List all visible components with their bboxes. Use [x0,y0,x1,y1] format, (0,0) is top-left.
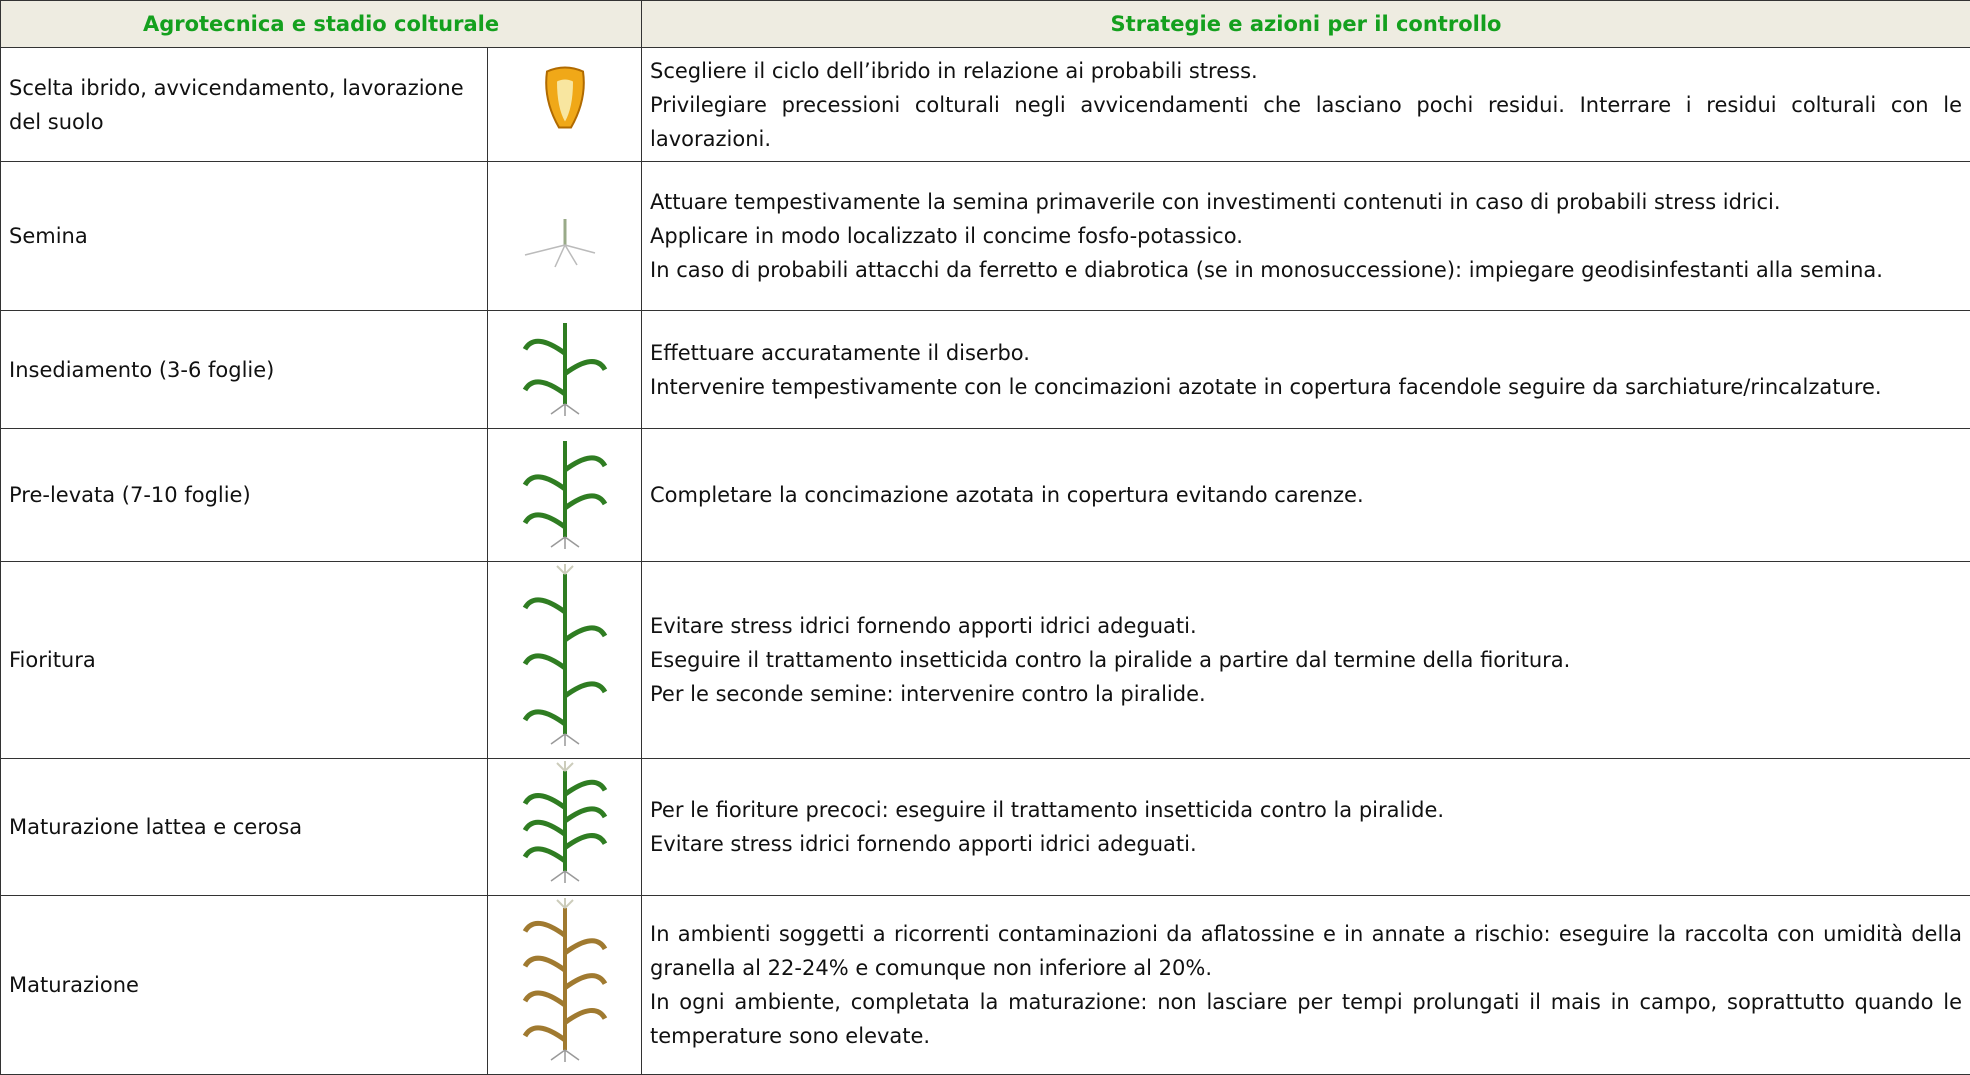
stage-cell: Insediamento (3-6 foglie) [1,311,488,429]
actions-cell: Completare la concimazione azotata in co… [642,429,1970,562]
action-text: Evitare stress idrici fornendo apporti i… [650,609,1962,643]
action-text: Privilegiare precessioni colturali negli… [650,88,1962,156]
action-text: Attuare tempestivamente la semina primav… [650,185,1962,219]
table-row: Maturazione lattea e cerosa Per le fiorit… [1,759,1970,896]
action-text: Scegliere il ciclo dell’ibrido in relazi… [650,54,1962,88]
table-row: Pre-levata (7-10 foglie) Completare la co… [1,429,1970,562]
action-text: Per le fioriture precoci: eseguire il tr… [650,793,1962,827]
table-row: Maturazione In ambienti soggetti a ricorr… [1,896,1970,1075]
stage-cell: Maturazione lattea e cerosa [1,759,488,896]
table-row: Insediamento (3-6 foglie) Effettuare accu… [1,311,1970,429]
action-text: Intervenire tempestivamente con le conci… [650,370,1962,404]
action-text: Effettuare accuratamente il diserbo. [650,336,1962,370]
stage-cell: Maturazione [1,896,488,1075]
icon-cell [488,896,642,1075]
plant-icon [505,429,625,551]
actions-cell: Evitare stress idrici fornendo apporti i… [642,562,1970,759]
stage-cell: Semina [1,162,488,311]
table-row: Semina Attuare tempestivamente la semina… [1,162,1970,311]
action-text: Applicare in modo localizzato il concime… [650,219,1962,253]
icon-cell [488,759,642,896]
action-text: In caso di probabili attacchi da ferrett… [650,253,1962,287]
icon-cell [488,162,642,311]
actions-cell: Attuare tempestivamente la semina primav… [642,162,1970,311]
plant-icon [505,896,625,1064]
icon-cell [488,311,642,429]
actions-cell: Scegliere il ciclo dell’ibrido in relazi… [642,48,1970,162]
stage-cell: Pre-levata (7-10 foglie) [1,429,488,562]
action-text: Evitare stress idrici fornendo apporti i… [650,827,1962,861]
actions-cell: Per le fioriture precoci: eseguire il tr… [642,759,1970,896]
icon-cell [488,48,642,162]
header-cell: Strategie e azioni per il controllo [642,1,1970,48]
plant-icon [505,48,625,151]
actions-cell: In ambienti soggetti a ricorrenti contam… [642,896,1970,1075]
plant-icon [505,162,625,300]
plant-icon [505,759,625,885]
table-row: Scelta ibrido, avvicendamento, lavorazio… [1,48,1970,162]
header-cell: Agrotecnica e stadio colturale [1,1,642,48]
page: Agrotecnica e stadio colturale Strategie… [0,0,1970,1040]
action-text: Completare la concimazione azotata in co… [650,478,1962,512]
table-body: Scelta ibrido, avvicendamento, lavorazio… [1,48,1970,1075]
stage-cell: Scelta ibrido, avvicendamento, lavorazio… [1,48,488,162]
icon-cell [488,429,642,562]
action-text: Per le seconde semine: intervenire contr… [650,677,1962,711]
table-row: Fioritura Evitare stress idrici fornendo … [1,562,1970,759]
action-text: In ambienti soggetti a ricorrenti contam… [650,917,1962,985]
actions-cell: Effettuare accuratamente il diserbo.Inte… [642,311,1970,429]
stage-cell: Fioritura [1,562,488,759]
plant-icon [505,311,625,418]
header-row: Agrotecnica e stadio colturale Strategie… [1,1,1970,48]
plant-icon [505,562,625,748]
icon-cell [488,562,642,759]
action-text: Eseguire il trattamento insetticida cont… [650,643,1962,677]
action-text: In ogni ambiente, completata la maturazi… [650,985,1962,1053]
